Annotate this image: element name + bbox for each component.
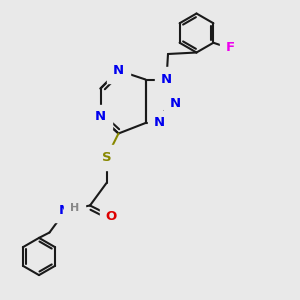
Text: H: H <box>70 203 79 213</box>
Text: N: N <box>95 110 106 124</box>
Text: N: N <box>59 203 70 217</box>
Text: S: S <box>102 151 111 164</box>
Text: N: N <box>153 116 165 130</box>
Text: F: F <box>226 41 235 54</box>
Text: N: N <box>113 64 124 77</box>
Text: N: N <box>161 73 172 86</box>
Text: O: O <box>105 209 117 223</box>
Text: N: N <box>170 97 181 110</box>
